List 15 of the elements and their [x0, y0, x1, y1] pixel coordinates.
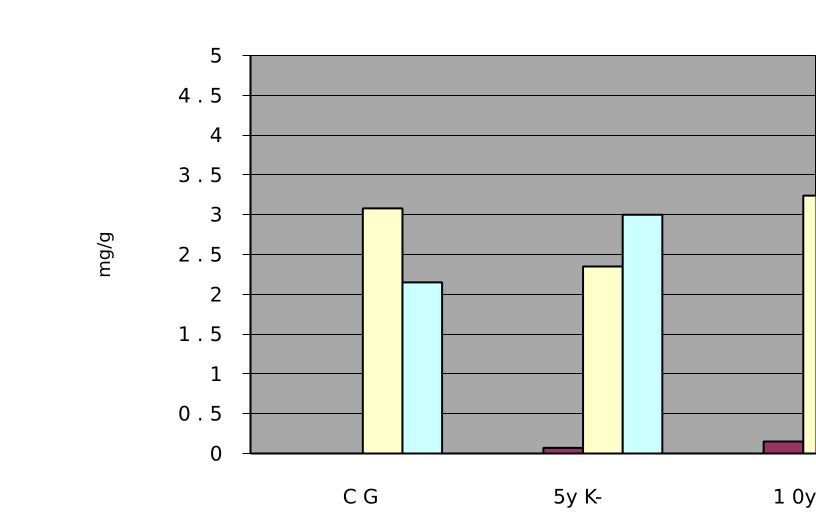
x-tick-label: C G [342, 484, 379, 508]
y-tick-label: 3 . 5 [178, 162, 223, 187]
y-tick-label: 3 [210, 202, 223, 227]
y-tick-label: 4 . 5 [178, 83, 223, 108]
y-tick-label: 2 . 5 [178, 242, 223, 266]
y-tick-label: 5 [210, 44, 223, 68]
y-tick-label: 0 . 5 [178, 402, 223, 426]
y-tick-label: 1 . 5 [178, 322, 223, 346]
y-tick-label: 0 [210, 442, 223, 466]
y-tick-label: 4 [210, 123, 223, 148]
x-tick-label: 1 0y [772, 484, 816, 508]
y-tick-label: 1 [210, 362, 223, 386]
y-axis-title: mg/g [94, 231, 115, 278]
y-tick-label: 2 [210, 282, 223, 306]
x-tick-label: 5y K- [553, 484, 602, 508]
